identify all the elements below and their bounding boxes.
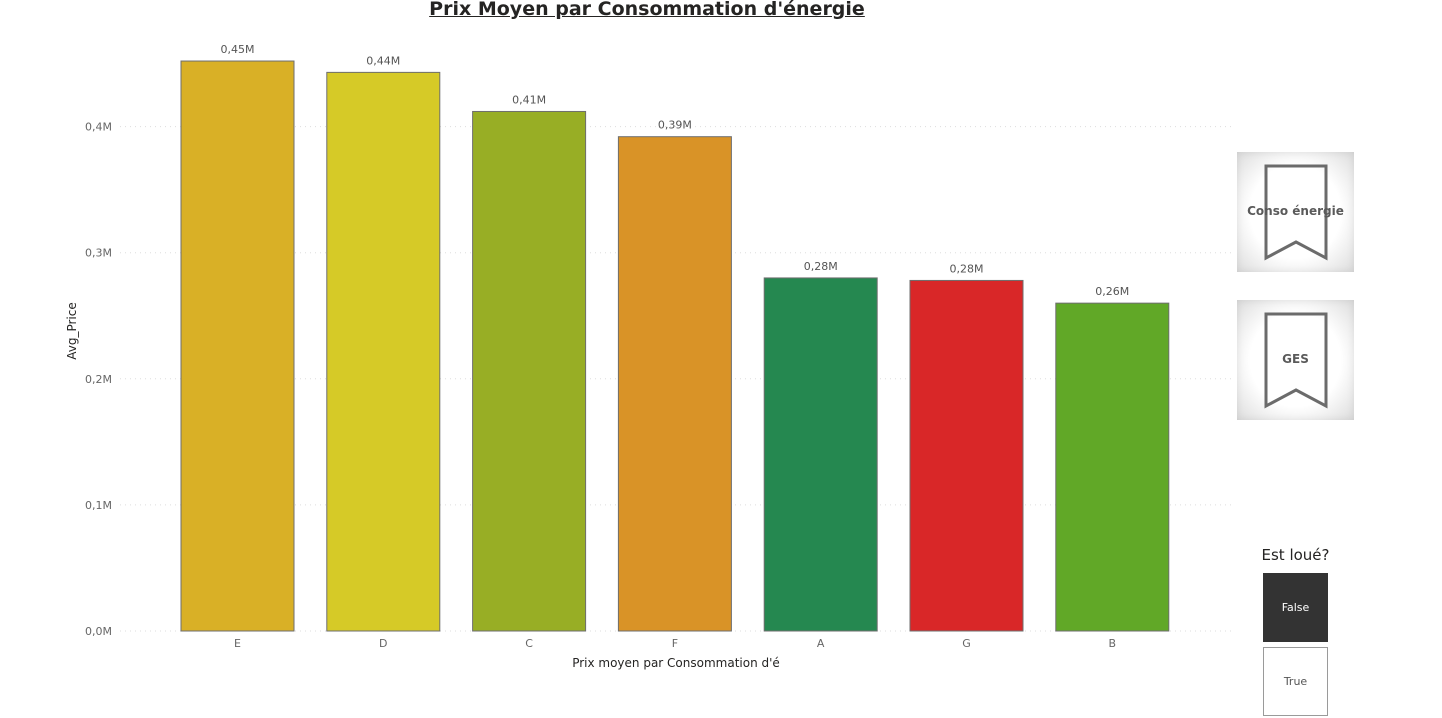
- bar[interactable]: [763, 277, 878, 632]
- data-label: 0,45M: [221, 43, 255, 56]
- y-tick-label: 0,0M: [85, 625, 112, 638]
- x-tick-label: A: [817, 637, 825, 650]
- x-tick-label: E: [234, 637, 241, 650]
- slicer-title: Est loué?: [1261, 546, 1330, 564]
- x-tick-label: C: [525, 637, 533, 650]
- chart-title: Prix Moyen par Consommation d'énergie: [429, 0, 865, 20]
- x-tick-label: F: [672, 637, 678, 650]
- data-label: 0,26M: [1095, 285, 1129, 298]
- bar[interactable]: [180, 60, 295, 632]
- slicer-option-true[interactable]: True: [1263, 647, 1328, 716]
- data-label: 0,39M: [658, 119, 692, 132]
- x-tick-label: G: [962, 637, 971, 650]
- y-tick-label: 0,3M: [85, 247, 112, 260]
- x-axis-title: Prix moyen par Consommation d'é: [572, 656, 780, 670]
- y-axis-title: Avg_Price: [65, 302, 79, 360]
- bookmark-icon: [1264, 312, 1328, 409]
- data-label: 0,28M: [950, 262, 984, 275]
- data-label: 0,44M: [366, 54, 400, 67]
- bar[interactable]: [909, 279, 1024, 632]
- data-label: 0,28M: [804, 260, 838, 273]
- conso-energie-button-label: Conso énergie: [1247, 204, 1344, 218]
- x-tick-label: D: [379, 637, 387, 650]
- slicer-option-false[interactable]: False: [1263, 573, 1328, 642]
- y-tick-label: 0,4M: [85, 121, 112, 134]
- bar[interactable]: [472, 110, 587, 632]
- y-tick-label: 0,1M: [85, 499, 112, 512]
- y-tick-label: 0,2M: [85, 373, 112, 386]
- bar[interactable]: [617, 136, 732, 632]
- bookmark-icon: [1264, 164, 1328, 261]
- bar[interactable]: [326, 71, 441, 632]
- ges-button[interactable]: GES: [1237, 300, 1354, 420]
- data-label: 0,41M: [512, 93, 546, 106]
- x-tick-label: B: [1109, 637, 1117, 650]
- conso-energie-button[interactable]: Conso énergie: [1237, 152, 1354, 272]
- bar[interactable]: [1055, 302, 1170, 632]
- ges-button-label: GES: [1282, 352, 1309, 366]
